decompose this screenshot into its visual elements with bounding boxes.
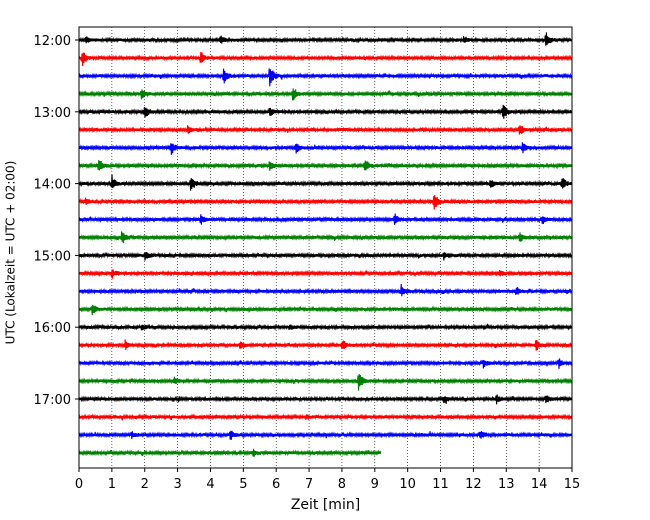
trace-14:15	[78, 194, 573, 210]
y-tick-label-12:00: 12:00	[34, 34, 71, 49]
x-tick-label-0: 0	[75, 477, 83, 492]
x-tick-label-9: 9	[371, 477, 379, 492]
trace-12:30	[78, 68, 573, 87]
trace-14:00	[78, 174, 573, 191]
trace-17:00	[78, 394, 573, 405]
x-tick-label-13: 13	[498, 477, 515, 492]
y-tick-label-16:00: 16:00	[34, 321, 71, 336]
y-tick-label-14:00: 14:00	[34, 178, 71, 193]
trace-16:45	[78, 373, 573, 391]
seismogram-traces	[78, 32, 573, 457]
y-tick-label-17:00: 17:00	[34, 393, 71, 408]
x-tick-label-14: 14	[531, 477, 548, 492]
trace-13:00	[78, 104, 573, 119]
y-tick-label-15:00: 15:00	[34, 249, 71, 264]
trace-16:30	[78, 358, 573, 369]
trace-14:45	[78, 231, 573, 244]
x-tick-label-5: 5	[239, 477, 247, 492]
trace-12:45	[78, 88, 573, 101]
trace-16:15	[78, 339, 573, 351]
y-axis-label: UTC (Lokalzeit = UTC + 02:00)	[4, 161, 18, 345]
trace-17:15	[78, 413, 573, 421]
x-tick-label-11: 11	[432, 477, 449, 492]
trace-14:30	[78, 213, 573, 225]
trace-17:30	[78, 430, 573, 440]
x-tick-label-6: 6	[272, 477, 280, 492]
trace-13:30	[78, 142, 573, 155]
trace-16:00	[78, 323, 573, 331]
trace-13:45	[78, 160, 573, 171]
trace-15:30	[78, 283, 573, 297]
trace-15:00	[78, 251, 573, 261]
y-axis: 12:00 13:00 14:00 15:00 16:00 17:00	[34, 34, 79, 408]
x-tick-label-2: 2	[141, 477, 149, 492]
trace-12:15	[78, 52, 573, 66]
x-tick-label-7: 7	[305, 477, 313, 492]
x-axis-label: Zeit [min]	[291, 497, 360, 513]
x-tick-label-10: 10	[399, 477, 416, 492]
x-tick-label-3: 3	[173, 477, 181, 492]
trace-12:00	[78, 32, 573, 46]
x-tick-label-12: 12	[465, 477, 482, 492]
trace-15:15	[78, 269, 573, 279]
x-tick-label-4: 4	[206, 477, 214, 492]
x-tick-label-1: 1	[108, 477, 116, 492]
trace-17:45	[78, 448, 382, 457]
x-axis: 0 1 2 3 4 5 6 7 8 9 10 11 12 13 14 15	[75, 468, 580, 492]
trace-15:45	[78, 304, 573, 316]
trace-13:15	[78, 125, 573, 135]
x-tick-label-8: 8	[338, 477, 346, 492]
plot-frame	[78, 26, 573, 469]
y-tick-label-13:00: 13:00	[34, 106, 71, 121]
x-tick-label-15: 15	[564, 477, 581, 492]
